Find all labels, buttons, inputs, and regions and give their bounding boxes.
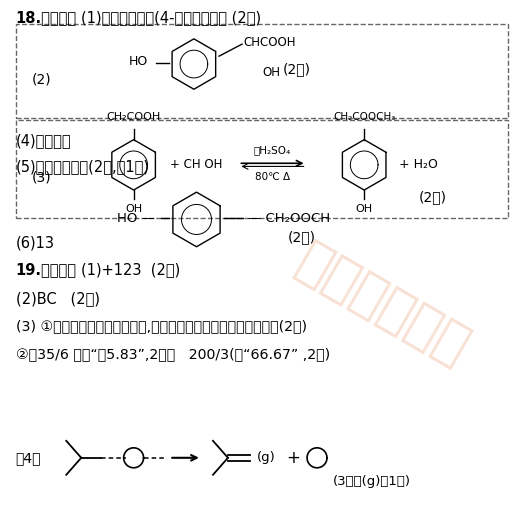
Text: 80℃ Δ: 80℃ Δ [255, 172, 290, 182]
Text: OH: OH [263, 66, 280, 79]
Text: 18.【答案】: 18.【答案】 [16, 10, 77, 25]
Text: HO —: HO — [117, 212, 155, 225]
Text: HO: HO [129, 56, 148, 68]
Text: (1)+123  (2分): (1)+123 (2分) [81, 262, 180, 277]
Text: CH₂COOH: CH₂COOH [106, 112, 161, 122]
Text: 浓H₂SO₄: 浓H₂SO₄ [254, 145, 291, 155]
Text: CH₂COOCH₃: CH₂COOCH₃ [333, 112, 396, 122]
Text: CHCOOH: CHCOOH [244, 36, 296, 48]
Text: OH: OH [356, 204, 373, 215]
Text: (3分无(g)扡1分): (3分无(g)扡1分) [333, 476, 411, 488]
Text: + CH OH: + CH OH [170, 159, 223, 171]
Text: (3): (3) [31, 171, 51, 184]
Text: (4)加成反应: (4)加成反应 [16, 133, 71, 148]
Text: ②－35/6 （或“－5.83”,2分）   200/3(或“66.67” ,2分): ②－35/6 （或“－5.83”,2分） 200/3(或“66.67” ,2分) [16, 348, 330, 361]
Text: （4）: （4） [16, 451, 41, 465]
Text: (1)对羟基苯甲醉(4-羟基苯甲醉） (2分): (1)对羟基苯甲醉(4-羟基苯甲醉） (2分) [81, 10, 261, 25]
Text: (2分): (2分) [419, 190, 447, 204]
Text: (g): (g) [257, 452, 276, 464]
Text: 19.【答案】: 19.【答案】 [16, 262, 77, 277]
Text: (2分): (2分) [283, 62, 311, 76]
Text: 校园成长中心: 校园成长中心 [287, 235, 478, 374]
Text: (5)酰胺基、醚键(2分,呗1分): (5)酰胺基、醚键(2分,呗1分) [16, 160, 150, 174]
FancyBboxPatch shape [16, 24, 508, 118]
Text: +: + [287, 449, 300, 467]
Text: — CH₂OOCH: — CH₂OOCH [248, 212, 330, 225]
Text: OH: OH [125, 204, 142, 215]
Text: (6)13: (6)13 [16, 236, 54, 250]
Text: (2)BC   (2分): (2)BC (2分) [16, 291, 100, 306]
FancyBboxPatch shape [16, 120, 508, 218]
Text: (3) ①等温等压下加入惰性气体,平衡向气体分子数增加的方向移动(2分): (3) ①等温等压下加入惰性气体,平衡向气体分子数增加的方向移动(2分) [16, 320, 307, 333]
Text: (2分): (2分) [288, 230, 316, 244]
Text: (2): (2) [31, 73, 51, 87]
Text: + H₂O: + H₂O [399, 159, 438, 171]
